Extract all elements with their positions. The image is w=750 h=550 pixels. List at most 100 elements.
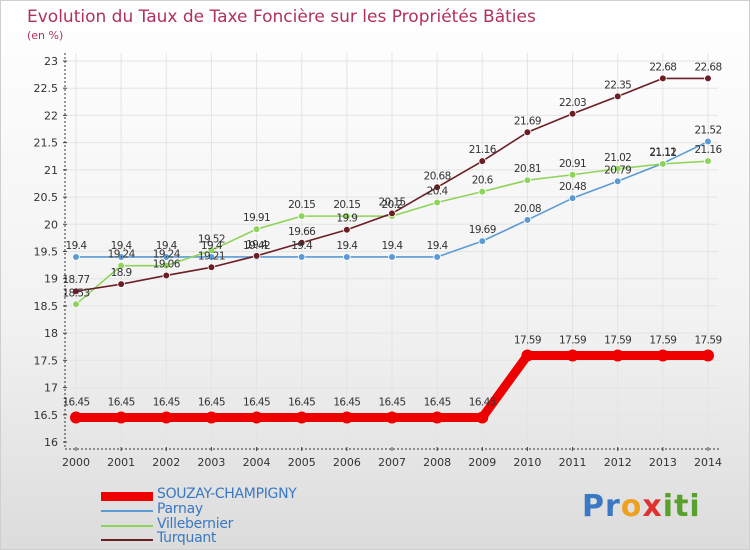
data-label: 20.79 (604, 164, 631, 176)
data-point (343, 253, 351, 261)
y-tick-label: 16.5 (34, 409, 59, 422)
data-label: 21.11 (649, 147, 676, 159)
data-point (160, 411, 173, 424)
x-tick-label: 2007 (378, 456, 406, 469)
data-point (656, 349, 669, 362)
data-label: 19.66 (288, 226, 316, 238)
data-label: 20.6 (472, 175, 494, 187)
y-tick-label: 22.5 (34, 82, 59, 95)
data-label: 19.52 (198, 233, 225, 245)
logo-letter: t (674, 489, 690, 524)
data-label: 22.68 (694, 61, 721, 73)
y-tick-label: 17 (44, 382, 58, 395)
data-label: 19.24 (153, 249, 181, 261)
data-label: 17.59 (514, 334, 541, 346)
data-label: 21.16 (469, 144, 497, 156)
y-tick-label: 20.5 (34, 191, 59, 204)
data-point (704, 157, 712, 165)
data-point (613, 92, 622, 101)
data-point (115, 411, 128, 424)
data-point (433, 253, 441, 261)
data-point (433, 183, 441, 192)
data-point (523, 176, 532, 184)
data-point (340, 411, 353, 424)
data-label: 19.4 (291, 240, 313, 252)
data-point (568, 194, 577, 202)
logo-letter: i (689, 489, 701, 524)
data-point (162, 261, 171, 270)
data-point (72, 300, 80, 309)
data-label: 19.9 (336, 213, 357, 225)
legend-label: Villebernier (157, 516, 234, 532)
data-label: 20.15 (333, 199, 360, 211)
legend-label: Parnay (157, 501, 203, 517)
data-point (659, 74, 667, 83)
x-tick-label: 2002 (152, 456, 180, 469)
data-label: 19.4 (336, 240, 358, 252)
data-label: 19.21 (198, 250, 225, 262)
data-label: 16.45 (378, 397, 405, 409)
data-point (295, 411, 308, 424)
data-label: 22.35 (604, 79, 631, 91)
data-label: 16.45 (198, 397, 225, 409)
data-label: 19.4 (382, 240, 404, 252)
y-tick-label: 18 (44, 327, 58, 340)
data-point (252, 252, 261, 260)
unit-label: (en %) (27, 29, 64, 42)
data-label: 17.59 (694, 334, 721, 346)
logo-letter: i (662, 489, 675, 524)
data-point (72, 287, 80, 296)
y-tick-label: 21.5 (34, 137, 59, 150)
data-point (704, 74, 712, 83)
x-tick-label: 2014 (694, 456, 722, 469)
data-label: 18.53 (62, 287, 89, 299)
data-label: 19.06 (153, 258, 181, 270)
x-tick-label: 2009 (468, 456, 496, 469)
data-point (162, 271, 171, 280)
data-point (250, 411, 263, 424)
data-point (117, 261, 125, 270)
data-point (388, 209, 396, 218)
proxiti-logo: Proxiti (582, 489, 701, 524)
data-point (117, 280, 125, 288)
data-point (297, 253, 306, 261)
y-tick-label: 19.5 (34, 246, 59, 259)
data-point (343, 225, 351, 234)
legend-swatch (101, 539, 153, 541)
data-point (478, 237, 487, 245)
data-label: 20.15 (288, 199, 315, 211)
data-point (704, 137, 712, 146)
data-point (523, 128, 532, 137)
x-tick-label: 2008 (423, 456, 451, 469)
y-tick-label: 19 (44, 273, 58, 286)
y-tick-label: 16 (44, 436, 58, 449)
data-label: 19.91 (243, 212, 270, 224)
data-label: 16.45 (333, 397, 360, 409)
logo-letter: P (582, 489, 605, 524)
data-point (431, 411, 444, 424)
data-label: 16.45 (424, 397, 451, 409)
data-label: 19.4 (201, 240, 223, 252)
data-point (476, 411, 489, 424)
x-tick-label: 2001 (107, 456, 135, 469)
data-label: 19.4 (66, 240, 88, 252)
legend-swatch (101, 492, 153, 501)
data-label: 21.52 (694, 125, 721, 137)
data-label: 17.59 (604, 334, 631, 346)
logo-letter: r (605, 489, 621, 524)
data-label: 20.2 (382, 199, 403, 211)
data-point (205, 411, 218, 424)
data-label: 21.12 (649, 146, 676, 158)
data-label: 19.24 (108, 249, 136, 261)
data-point (70, 411, 82, 424)
data-point (386, 411, 398, 424)
data-point (297, 238, 306, 247)
data-label: 18.77 (62, 274, 89, 286)
data-point (207, 246, 216, 255)
data-label: 16.45 (153, 397, 180, 409)
y-tick-label: 23 (44, 55, 58, 68)
data-point (207, 263, 216, 272)
legend-label: SOUZAY-CHAMPIGNY (157, 486, 297, 502)
data-label: 17.59 (559, 334, 586, 346)
data-label: 21.16 (694, 144, 722, 156)
